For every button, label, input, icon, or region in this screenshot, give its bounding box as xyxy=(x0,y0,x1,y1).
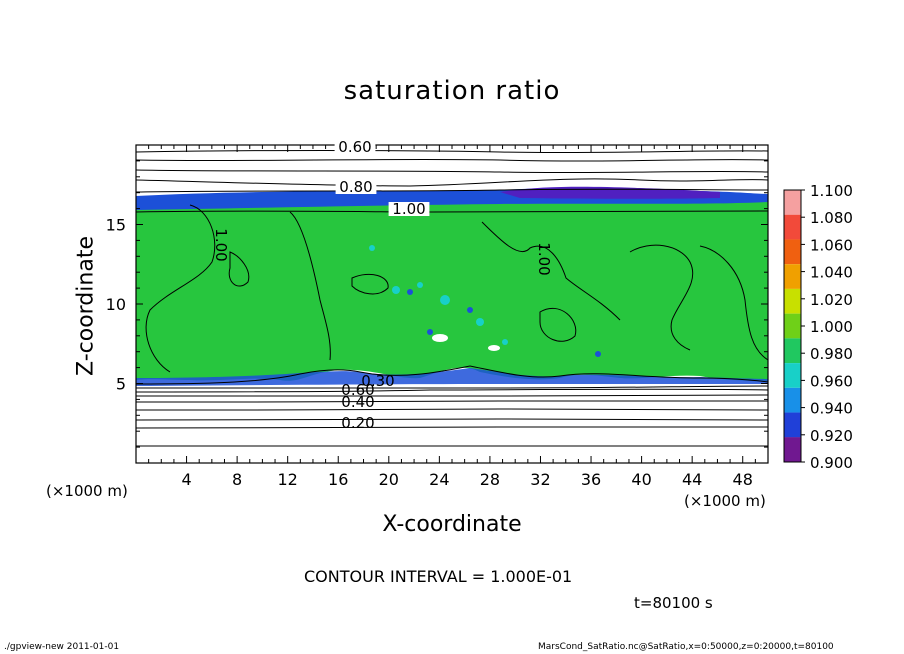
contour-label: 0.20 xyxy=(341,414,374,432)
svg-text:0.40: 0.40 xyxy=(341,393,374,411)
x-tick-label: 44 xyxy=(682,470,702,489)
x-tick-label: 16 xyxy=(328,470,348,489)
colorbar-label: 0.940 xyxy=(810,400,853,418)
colorbar-label: 0.980 xyxy=(810,345,853,363)
svg-text:0.30: 0.30 xyxy=(361,372,394,390)
x-tick-label: 48 xyxy=(733,470,753,489)
contour-label: 0.60 xyxy=(334,138,376,156)
colorbar: 1.100 1.080 1.060 1.040 1.020 1.000 0.980 0.960… xyxy=(783,182,853,472)
dry-blobs xyxy=(407,289,601,357)
contour-label: 1.00 xyxy=(212,228,230,261)
x-tick-label: 4 xyxy=(181,470,191,489)
footer-left: ./gpview-new 2011-01-01 xyxy=(4,642,120,652)
contour-interval-note: CONTOUR INTERVAL = 1.000E-01 xyxy=(304,567,573,586)
footer-right: MarsCond_SatRatio.nc@SatRatio,x=0:50000,… xyxy=(538,642,834,652)
chart-title: saturation ratio xyxy=(343,76,561,106)
x-tick-label: 32 xyxy=(530,470,550,489)
colorbar-label: 0.960 xyxy=(810,372,853,390)
contour-label: 1.00 xyxy=(535,242,553,275)
x-tick-label: 24 xyxy=(429,470,449,489)
y-axis-label: Z-coordinate xyxy=(73,236,99,376)
svg-text:1.00: 1.00 xyxy=(212,228,230,261)
colorbar-swatch xyxy=(784,437,801,462)
colorbar-label: 1.060 xyxy=(810,236,853,254)
colorbar-swatch xyxy=(784,288,801,314)
white-pockets xyxy=(432,334,500,351)
x-tick-label: 40 xyxy=(631,470,651,489)
moist-blobs xyxy=(369,245,508,345)
lower-blue-band xyxy=(136,368,768,386)
x-tick-label: 20 xyxy=(379,470,399,489)
supersaturation-field xyxy=(136,196,768,382)
svg-text:0.60: 0.60 xyxy=(338,138,371,156)
contour-label: 1.00 xyxy=(388,200,430,218)
svg-text:1.00: 1.00 xyxy=(535,242,553,275)
time-label: t=80100 s xyxy=(634,594,713,612)
svg-text:0.20: 0.20 xyxy=(341,414,374,432)
y-tick-label: 5 xyxy=(116,375,126,394)
x-unit-label-left: (×1000 m) xyxy=(46,482,128,500)
colorbar-swatch xyxy=(784,190,801,215)
x-unit-label-right: (×1000 m) xyxy=(684,492,766,510)
colorbar-swatch xyxy=(784,338,801,364)
contour-label: 0.30 xyxy=(361,372,394,390)
colorbar-label: 0.920 xyxy=(810,427,853,445)
colorbar-swatch xyxy=(784,214,801,240)
x-tick-label: 28 xyxy=(480,470,500,489)
svg-text:1.00: 1.00 xyxy=(392,200,425,218)
colorbar-swatch xyxy=(784,313,801,339)
contour-label: 0.40 xyxy=(341,393,374,411)
svg-text:0.80: 0.80 xyxy=(339,178,372,196)
contour-labels: 0.600.801.001.00 1.000.300.600.400.20 xyxy=(212,138,553,432)
x-tick-label: 8 xyxy=(232,470,242,489)
x-tick-label: 12 xyxy=(278,470,298,489)
colorbar-swatch xyxy=(784,239,801,265)
colorbar-label: 1.020 xyxy=(810,291,853,309)
axis-ticks xyxy=(136,145,768,463)
colorbar-label: 0.900 xyxy=(810,454,853,472)
colorbar-label: 1.100 xyxy=(810,182,853,200)
colorbar-swatch xyxy=(784,363,801,388)
x-axis-label: X-coordinate xyxy=(382,512,522,537)
colorbar-swatch xyxy=(784,264,801,289)
y-tick-label: 10 xyxy=(106,295,126,314)
colorbar-swatch xyxy=(784,387,801,413)
colorbar-swatch xyxy=(784,412,801,438)
svg-text:0.60: 0.60 xyxy=(341,381,374,399)
contour-label: 0.80 xyxy=(335,178,377,196)
y-tick-label: 15 xyxy=(106,216,126,235)
colorbar-label: 1.040 xyxy=(810,264,853,282)
colorbar-label: 1.080 xyxy=(810,209,853,227)
contour-lines xyxy=(136,150,768,447)
colorbar-label: 1.000 xyxy=(810,318,853,336)
contour-label: 0.60 xyxy=(341,381,374,399)
plot-area xyxy=(136,145,768,463)
x-tick-label: 36 xyxy=(581,470,601,489)
